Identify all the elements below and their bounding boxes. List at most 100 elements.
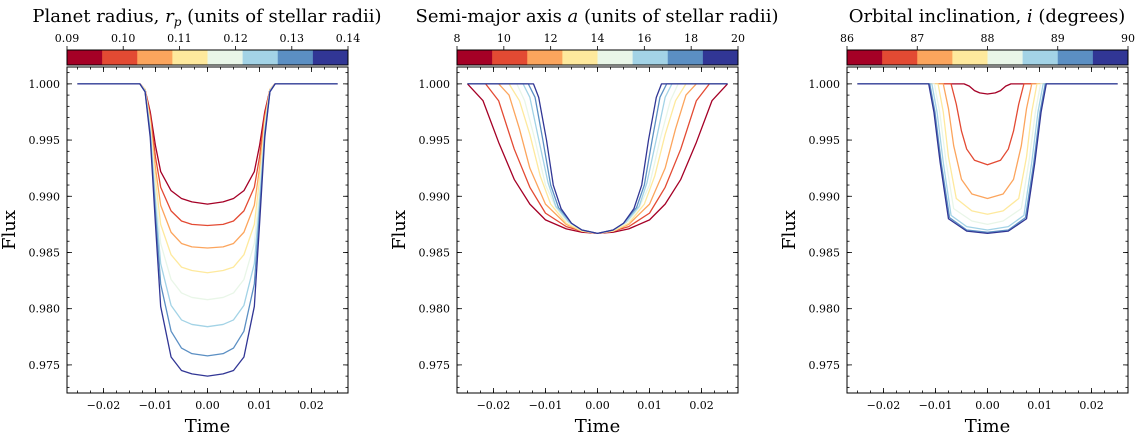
series-line-8 — [467, 83, 728, 235]
series-line-6 — [77, 83, 338, 328]
colorbar-segment — [1092, 50, 1129, 65]
y-tick-label: 0.975 — [419, 359, 451, 372]
y-tick-label: 0.985 — [809, 246, 841, 259]
x-tick-label: −0.01 — [529, 399, 563, 412]
colorbar-segment — [207, 50, 244, 65]
y-tick-label: 0.980 — [419, 303, 451, 316]
series-line-4 — [857, 83, 1118, 215]
series-line-3 — [857, 83, 1118, 200]
series-line-2 — [467, 83, 728, 235]
colorbar-tick-label: 0.11 — [167, 32, 192, 45]
panel-2: Semi-major axis a (units of stellar radi… — [389, 6, 778, 437]
series-line-1 — [857, 83, 1118, 95]
curves — [857, 83, 1118, 235]
colorbar-segment — [102, 50, 138, 65]
x-tick-label: −0.01 — [919, 399, 953, 412]
series-line-5 — [77, 83, 338, 301]
y-tick-label: 0.980 — [29, 303, 61, 316]
series-line-7 — [857, 83, 1118, 233]
series-line-4 — [467, 83, 728, 235]
curves — [77, 83, 338, 377]
x-axis-label: Time — [965, 416, 1010, 437]
colorbar-segment — [67, 50, 103, 65]
colorbar-segment — [597, 50, 634, 65]
series-line-6 — [857, 83, 1118, 231]
panel-3: Orbital inclination, i (degrees) 86 87 88 89… — [779, 6, 1135, 437]
colorbar-tick-label: 87 — [910, 32, 924, 45]
colorbar-segment — [882, 50, 918, 65]
colorbar-segment — [137, 50, 173, 65]
series-line-1 — [77, 83, 338, 205]
colorbar-tick-label: 89 — [1051, 32, 1065, 45]
colorbar-segment — [847, 50, 883, 65]
y-axis-label: Flux — [779, 210, 800, 250]
panel-title: Planet radius, rp (units of stellar radi… — [32, 6, 381, 29]
x-tick-label: 0.00 — [195, 399, 220, 412]
x-axis-label: Time — [575, 416, 620, 437]
series-line-6 — [467, 83, 728, 235]
colorbar-segment — [1022, 50, 1059, 65]
colorbar-tick-label: 12 — [544, 32, 558, 45]
colorbar-segment — [632, 50, 669, 65]
series-line-8 — [857, 83, 1118, 235]
colorbar-tick-label: 90 — [1121, 32, 1135, 45]
colorbar-tick-label: 88 — [981, 32, 995, 45]
series-line-3 — [77, 83, 338, 249]
y-tick-label: 0.975 — [809, 359, 841, 372]
panel-title: Semi-major axis a (units of stellar radi… — [416, 6, 779, 27]
curves — [466, 83, 729, 235]
series-line-4 — [77, 83, 338, 274]
colorbar-segment — [987, 50, 1024, 65]
x-tick-label: 0.01 — [1027, 399, 1052, 412]
colorbar-segment — [1057, 50, 1094, 65]
series-line-5 — [467, 83, 728, 235]
x-tick-label: 0.00 — [975, 399, 1000, 412]
y-tick-label: 0.990 — [29, 190, 61, 203]
panel-title: Orbital inclination, i (degrees) — [849, 6, 1126, 27]
series-line-1 — [466, 83, 729, 235]
colorbar-segment — [952, 50, 988, 65]
y-tick-label: 0.995 — [29, 134, 61, 147]
x-axis-label: Time — [185, 416, 230, 437]
colorbar: 0.09 0.10 0.11 0.12 0.13 0.14 — [55, 32, 360, 66]
plot-frame — [456, 66, 739, 394]
y-tick-label: 0.995 — [419, 134, 451, 147]
colorbar-segment — [457, 50, 493, 65]
plot-frame — [66, 66, 349, 394]
x-tick-label: −0.02 — [87, 399, 121, 412]
colorbar-tick-label: 0.13 — [280, 32, 305, 45]
panel-1: Planet radius, rp (units of stellar radi… — [0, 6, 382, 437]
colorbar-tick-label: 0.09 — [55, 32, 80, 45]
colorbar-tick-label: 8 — [454, 32, 461, 45]
colorbar-tick-label: 16 — [637, 32, 651, 45]
y-tick-label: 0.980 — [809, 303, 841, 316]
colorbar-tick-label: 10 — [497, 32, 511, 45]
y-tick-label: 0.985 — [419, 246, 451, 259]
series-line-2 — [77, 83, 338, 227]
colorbar-tick-label: 0.12 — [223, 32, 248, 45]
colorbar-segment — [277, 50, 314, 65]
y-tick-label: 0.995 — [809, 134, 841, 147]
colorbar-segment — [492, 50, 528, 65]
colorbar-frame — [66, 49, 349, 66]
colorbar-segment — [172, 50, 208, 65]
y-tick-label: 1.000 — [419, 78, 451, 91]
colorbar-segment — [312, 50, 349, 65]
colorbar-tick-label: 86 — [840, 32, 854, 45]
y-tick-label: 0.975 — [29, 359, 61, 372]
colorbar-tick-label: 14 — [591, 32, 605, 45]
y-axis-label: Flux — [389, 210, 410, 250]
y-tick-label: 0.990 — [419, 190, 451, 203]
x-tick-label: 0.01 — [637, 399, 662, 412]
y-tick-label: 0.985 — [29, 246, 61, 259]
colorbar-segment — [562, 50, 598, 65]
y-tick-label: 0.990 — [809, 190, 841, 203]
y-axis-label: Flux — [0, 210, 20, 250]
colorbar-segment — [242, 50, 279, 65]
x-tick-label: −0.02 — [477, 399, 511, 412]
colorbar-segment — [667, 50, 704, 65]
x-tick-label: 0.00 — [585, 399, 610, 412]
series-line-3 — [467, 83, 728, 235]
x-tick-label: 0.02 — [1079, 399, 1104, 412]
series-line-2 — [857, 83, 1118, 166]
